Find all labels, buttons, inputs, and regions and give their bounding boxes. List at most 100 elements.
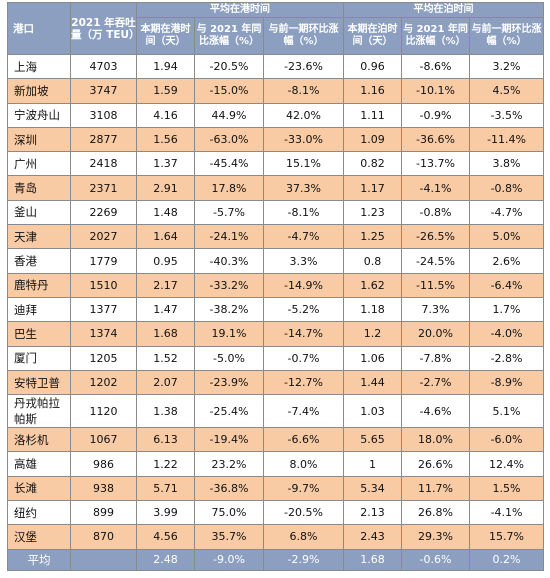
cell-port: 纽约 (7, 500, 71, 526)
cell-berth-mom: 5.0% (469, 224, 545, 250)
cell-port-mom: -14.7% (262, 321, 345, 347)
cell-berth-mom: -8.9% (469, 369, 545, 396)
cell-throughput: 1202 (70, 369, 137, 396)
cell-berth-yoy: -7.8% (401, 345, 471, 371)
cell-port-mom: -20.5% (262, 500, 345, 526)
cell-berth-yoy: -4.6% (401, 394, 471, 429)
cell-berth-yoy: 26.6% (401, 451, 471, 477)
cell-berth-mom: -3.5% (469, 102, 545, 128)
cell-port-mom: -12.7% (262, 369, 345, 396)
header-yoy-2021: 与 2021 年同比涨幅（%） (194, 17, 264, 55)
cell-berth-time: 1.16 (343, 78, 403, 104)
cell-port: 厦门 (7, 345, 71, 371)
cell-berth-mom: 1.7% (469, 296, 545, 323)
cell-berth-yoy: -0.6% (401, 548, 471, 571)
cell-port-time: 1.56 (136, 126, 195, 153)
cell-port: 新加坡 (7, 78, 71, 104)
cell-berth-time: 0.8 (343, 248, 403, 274)
cell-berth-mom: -4.0% (469, 321, 545, 347)
cell-port-yoy: 44.9% (194, 102, 264, 128)
cell-berth-time: 1.44 (343, 369, 403, 396)
header-current-period: 本期在港时间（天） (136, 17, 195, 55)
cell-port: 香港 (7, 248, 71, 274)
cell-berth-time: 1.09 (343, 126, 403, 153)
cell-berth-time: 1.25 (343, 224, 403, 250)
cell-port-yoy: -24.1% (194, 224, 264, 250)
cell-port-mom: -8.1% (262, 199, 345, 226)
cell-port-time: 0.95 (136, 248, 195, 274)
cell-berth-yoy: 29.3% (401, 524, 471, 550)
table-row: 深圳 2877 1.56 -63.0% -33.0% 1.09 -36.6% -11.4% (7, 126, 545, 153)
cell-throughput: 3108 (70, 102, 137, 128)
table-row: 洛杉机 1067 6.13 -19.4% -6.6% 5.65 18.0% -6.0% (7, 427, 545, 453)
header-throughput: 2021 年吞吐量（万 TEU） (70, 2, 140, 55)
cell-berth-mom: -4.7% (469, 199, 545, 226)
cell-port: 天津 (7, 224, 71, 250)
cell-berth-mom: -0.8% (469, 175, 545, 201)
cell-berth-time: 1.06 (343, 345, 403, 371)
cell-port-mom: -4.7% (262, 224, 345, 250)
cell-port-yoy: -9.0% (194, 548, 264, 571)
table-row: 釜山 2269 1.48 -5.7% -8.1% 1.23 -0.8% -4.7% (7, 199, 545, 226)
cell-port-time: 1.22 (136, 451, 195, 477)
cell-port-time: 1.47 (136, 296, 195, 323)
header-berth-current: 本期在泊时间（天） (343, 17, 403, 55)
cell-berth-yoy: 7.3% (401, 296, 471, 323)
cell-port: 深圳 (7, 126, 71, 153)
cell-port-yoy: 19.1% (194, 321, 264, 347)
cell-berth-mom: -4.1% (469, 500, 545, 526)
cell-berth-time: 1 (343, 451, 403, 477)
header-berth-yoy: 与 2021 年同比涨幅（%） (401, 17, 471, 55)
cell-berth-mom: -2.8% (469, 345, 545, 371)
cell-port-mom: -0.7% (262, 345, 345, 371)
cell-berth-mom: 4.5% (469, 78, 545, 104)
average-row: 平均 2.48 -9.0% -2.9% 1.68 -0.6% 0.2% (7, 548, 545, 571)
header-berth-mom: 与前一期环比涨幅（%） (469, 17, 545, 55)
cell-port-mom: 6.8% (262, 524, 345, 550)
cell-port-time: 1.68 (136, 321, 195, 347)
header-berth-time-group: 平均在泊时间 (343, 2, 545, 18)
cell-berth-yoy: 20.0% (401, 321, 471, 347)
cell-port: 洛杉机 (7, 427, 71, 453)
cell-port-yoy: 23.2% (194, 451, 264, 477)
cell-berth-yoy: -10.1% (401, 78, 471, 104)
cell-berth-mom: 12.4% (469, 451, 545, 477)
cell-throughput: 1374 (70, 321, 137, 347)
cell-throughput: 938 (70, 475, 137, 502)
cell-port-time: 1.64 (136, 224, 195, 250)
cell-throughput: 870 (70, 524, 137, 550)
cell-berth-mom: 3.8% (469, 151, 545, 177)
cell-berth-time: 1.68 (343, 548, 403, 571)
cell-berth-time: 1.23 (343, 199, 403, 226)
cell-berth-yoy: -8.6% (401, 53, 471, 80)
cell-port: 平均 (7, 548, 71, 571)
table-row: 青岛 2371 2.91 17.8% 37.3% 1.17 -4.1% -0.8% (7, 175, 545, 201)
cell-berth-yoy: -2.7% (401, 369, 471, 396)
cell-port: 丹戎帕拉帕斯 (7, 394, 71, 429)
cell-port-mom: -5.2% (262, 296, 345, 323)
cell-port: 鹿特丹 (7, 272, 71, 298)
table-row: 宁波舟山 3108 4.16 44.9% 42.0% 1.11 -0.9% -3.5% (7, 102, 545, 128)
cell-port-yoy: 75.0% (194, 500, 264, 526)
cell-port-time: 1.37 (136, 151, 195, 177)
cell-port-yoy: -33.2% (194, 272, 264, 298)
cell-port: 迪拜 (7, 296, 71, 323)
cell-port-time: 1.38 (136, 394, 195, 429)
cell-throughput: 2269 (70, 199, 137, 226)
cell-berth-time: 1.11 (343, 102, 403, 128)
table-row: 鹿特丹 1510 2.17 -33.2% -14.9% 1.62 -11.5% -6.4% (7, 272, 545, 298)
cell-berth-time: 1.2 (343, 321, 403, 347)
cell-berth-mom: -6.0% (469, 427, 545, 453)
cell-port-yoy: -63.0% (194, 126, 264, 153)
cell-berth-yoy: -24.5% (401, 248, 471, 274)
cell-port-mom: -9.7% (262, 475, 345, 502)
cell-port-yoy: -5.0% (194, 345, 264, 371)
cell-berth-mom: -11.4% (469, 126, 545, 153)
cell-port-mom: -33.0% (262, 126, 345, 153)
cell-port-time: 4.56 (136, 524, 195, 550)
cell-berth-time: 0.96 (343, 53, 403, 80)
table-row: 香港 1779 0.95 -40.3% 3.3% 0.8 -24.5% 2.6% (7, 248, 545, 274)
cell-port-time: 2.91 (136, 175, 195, 201)
table-row: 广州 2418 1.37 -45.4% 15.1% 0.82 -13.7% 3.8% (7, 151, 545, 177)
cell-throughput: 1510 (70, 272, 137, 298)
